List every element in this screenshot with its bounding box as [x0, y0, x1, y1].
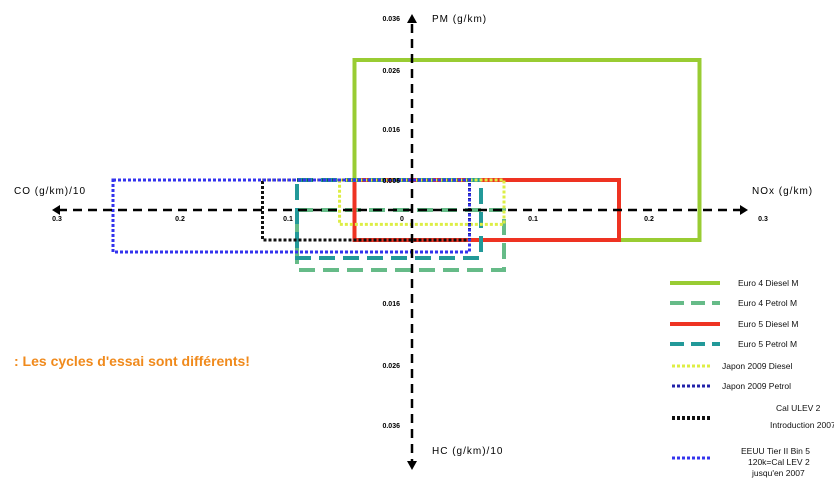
x-tick-right-0: 0.1: [528, 216, 538, 223]
y-tick-up-3: 0.006: [382, 178, 400, 185]
limit-box-4: [338, 178, 506, 226]
y-tick-down-1: 0.026: [382, 363, 400, 370]
x-tick-right-2: 0.3: [758, 216, 768, 223]
legend-label-5: Japon 2009 Petrol: [722, 381, 791, 391]
axis-label-pm: PM (g/km): [432, 14, 487, 25]
y-tick-down-0: 0.016: [382, 301, 400, 308]
axis-label-hc: HC (g/km)/10: [432, 446, 503, 457]
legend-label-6: Cal ULEV 2: [776, 403, 821, 413]
legend-label-6b: Introduction 2007: [770, 420, 834, 430]
x-tick-right-1: 0.2: [644, 216, 654, 223]
x-tick-left-3: 0: [400, 216, 404, 223]
y-axis-arrow-up: [407, 14, 417, 23]
axis-label-co: CO (g/km)/10: [14, 186, 86, 197]
x-tick-left-1: 0.2: [175, 216, 185, 223]
x-axis-arrow-right: [740, 205, 748, 215]
legend-label-7c: jusqu'en 2007: [751, 468, 805, 478]
y-tick-up-1: 0.026: [382, 68, 400, 75]
y-tick-up-0: 0.036: [382, 16, 400, 23]
legend-label-7b: 120k=Cal LEV 2: [748, 457, 810, 467]
legend: Euro 4 Diesel M Euro 4 Petrol M Euro 5 D…: [670, 278, 834, 478]
limit-box-0: [352, 58, 702, 242]
legend-label-3: Euro 5 Petrol M: [738, 339, 797, 349]
legend-label-2: Euro 5 Diesel M: [738, 319, 798, 329]
y-tick-down-2: 0.036: [382, 423, 400, 430]
x-tick-left-2: 0.1: [283, 216, 293, 223]
test-cycle-note: : Les cycles d'essai sont différents!: [14, 353, 250, 369]
x-tick-left-0: 0.3: [52, 216, 62, 223]
limit-box-3: [295, 178, 483, 260]
y-axis-arrow-down: [407, 461, 417, 470]
legend-label-4: Japon 2009 Diesel: [722, 361, 793, 371]
x-axis-arrow-left: [52, 205, 60, 215]
y-tick-up-2: 0.016: [382, 127, 400, 134]
axis-label-nox: NOx (g/km): [752, 186, 813, 197]
legend-label-7: EEUU Tier II Bin 5: [741, 446, 810, 456]
legend-label-0: Euro 4 Diesel M: [738, 278, 798, 288]
limit-boxes: [111, 58, 702, 272]
legend-label-1: Euro 4 Petrol M: [738, 298, 797, 308]
limit-box-7: [111, 178, 471, 254]
